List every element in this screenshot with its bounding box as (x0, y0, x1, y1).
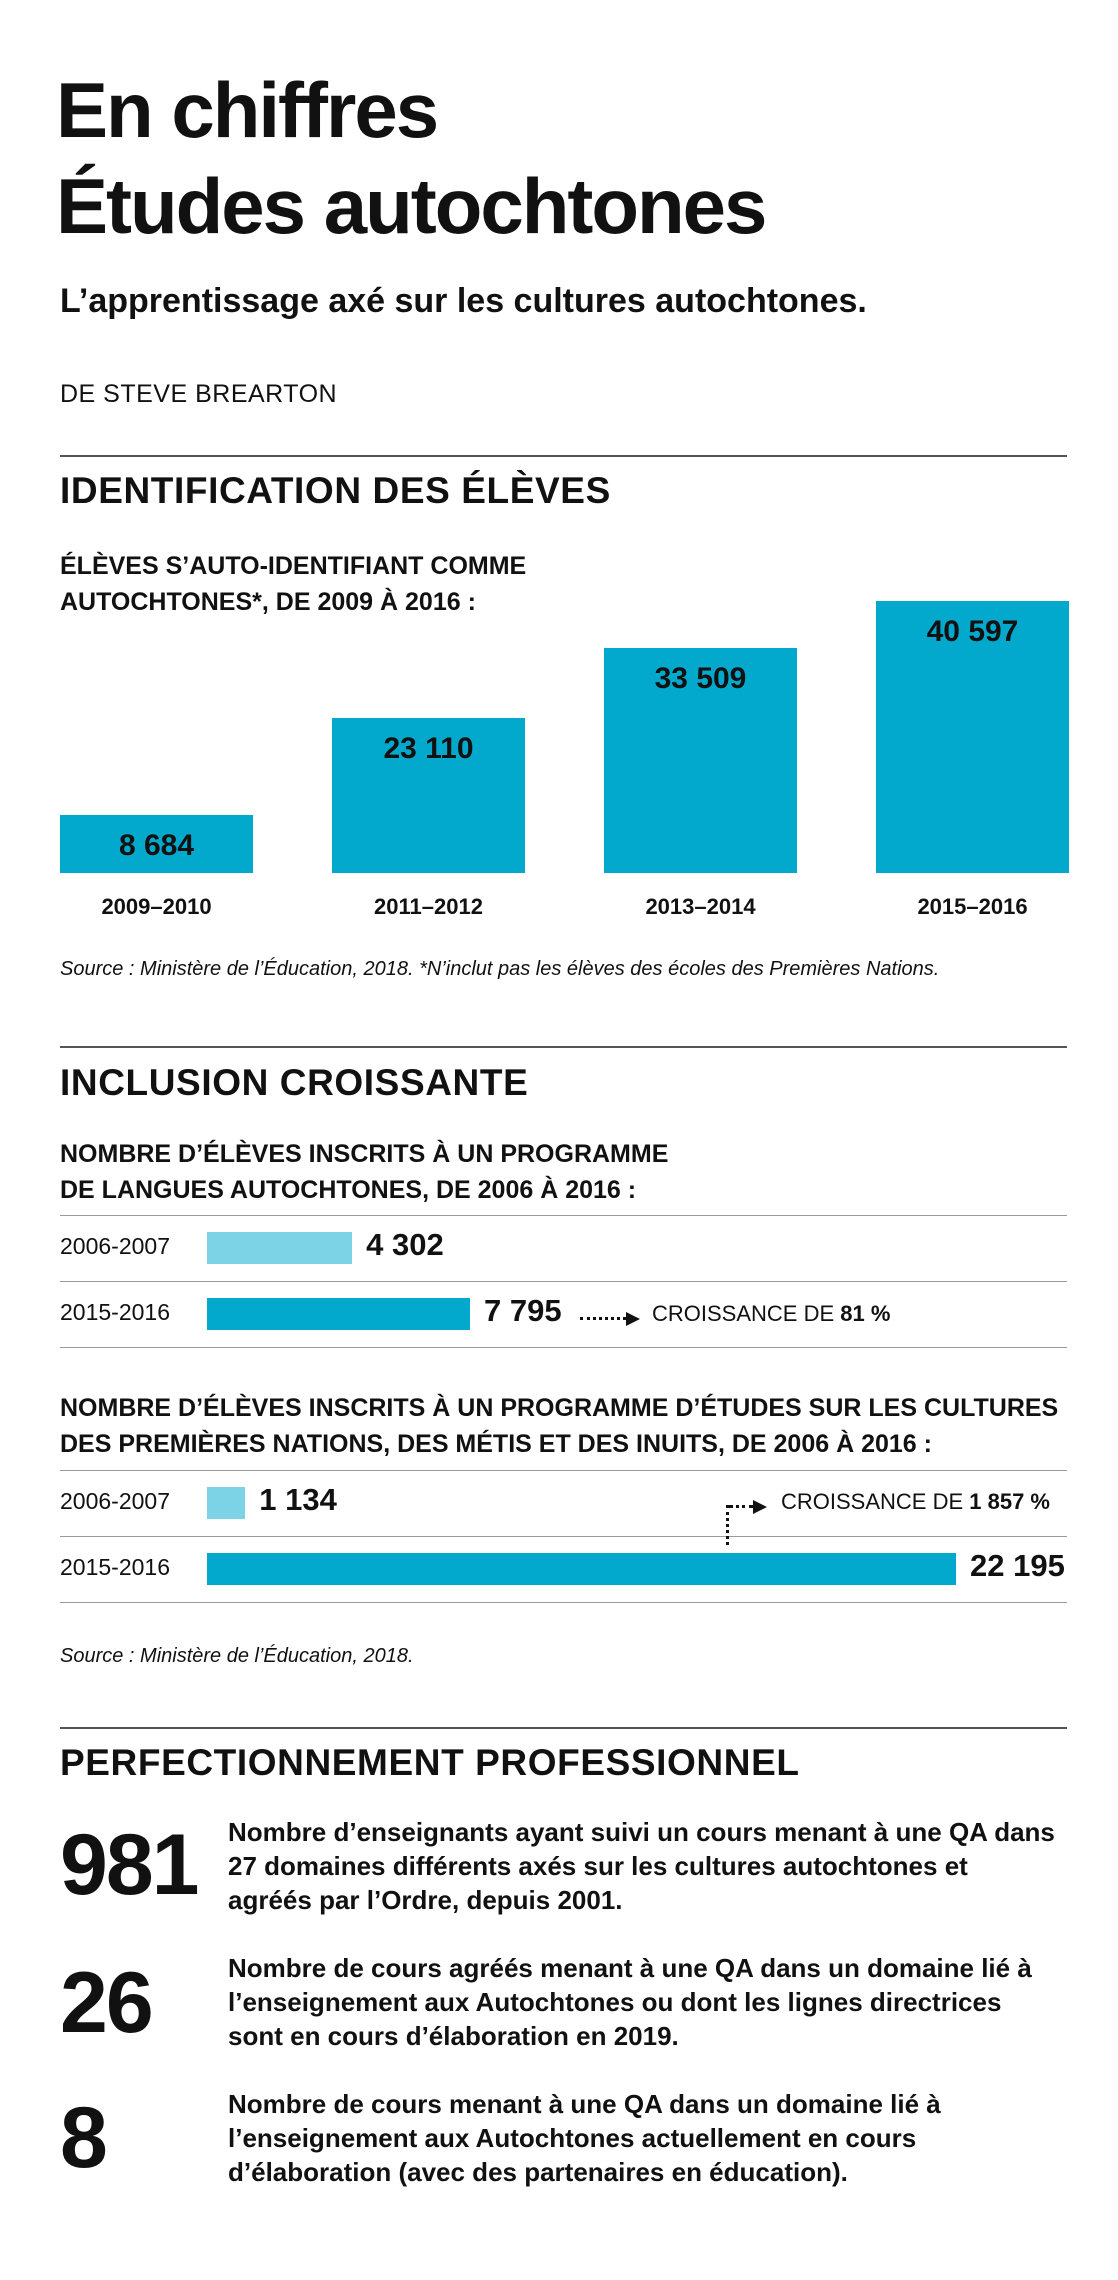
chart3-caption-line-1: NOMBRE D’ÉLÈVES INSCRITS À UN PROGRAMME … (60, 1394, 1059, 1422)
row-label: 2015-2016 (60, 1299, 170, 1325)
title-line-2: Études autochtones (56, 162, 767, 250)
source-note-1: Source : Ministère de l’Éducation, 2018.… (60, 958, 940, 980)
section-heading-inclusion: INCLUSION CROISSANTE (60, 1062, 529, 1103)
bar (60, 814, 253, 873)
row-divider (60, 1602, 1067, 1603)
growth-label-languages: CROISSANCE DE 81 % (652, 1301, 890, 1327)
growth-connector (729, 1505, 753, 1508)
stat-description: Nombre de cours agréés menant à une QA d… (228, 1953, 1032, 2051)
page-title: En chiffres Études autochtones (56, 62, 1056, 254)
category-label: 2011–2012 (374, 894, 483, 919)
stat-number: 8 (60, 2090, 108, 2186)
arrow-icon (626, 1312, 640, 1326)
row-divider (60, 1347, 1067, 1348)
section-heading-professional: PERFECTIONNEMENT PROFESSIONNEL (60, 1742, 800, 1783)
growth-connector (580, 1317, 626, 1320)
row-label: 2006-2007 (60, 1233, 170, 1259)
category-label: 2015–2016 (917, 894, 1028, 919)
chart2-caption: NOMBRE D’ÉLÈVES INSCRITS À UN PROGRAMME … (60, 1136, 1070, 1208)
bar-value-label: 4 302 (366, 1227, 444, 1262)
row-label: 2015-2016 (60, 1554, 170, 1580)
growth-connector-vertical (726, 1505, 729, 1545)
bar-value-label: 1 134 (259, 1482, 337, 1517)
stat-number: 981 (60, 1817, 199, 1913)
growth-label-cultures: CROISSANCE DE 1 857 % (781, 1489, 1050, 1515)
chart2-caption-line-2: DE LANGUES AUTOCHTONES, DE 2006 À 2016 : (60, 1176, 637, 1204)
chart1-caption-line-1: ÉLÈVES S’AUTO-IDENTIFIANT COMME (60, 552, 527, 580)
bar (876, 601, 1069, 873)
byline: DE STEVE BREARTON (60, 380, 338, 408)
bar-value-label: 7 795 (484, 1293, 562, 1328)
growth-prefix: CROISSANCE DE (781, 1489, 970, 1514)
stat-number: 26 (60, 1955, 154, 2051)
bar (207, 1487, 246, 1519)
chart3-caption: NOMBRE D’ÉLÈVES INSCRITS À UN PROGRAMME … (60, 1390, 1070, 1462)
row-divider (60, 1281, 1067, 1282)
arrow-icon (753, 1500, 767, 1514)
stat-description: Nombre de cours menant à une QA dans un … (228, 2089, 941, 2187)
title-line-1: En chiffres (56, 66, 439, 154)
row-label: 2006-2007 (60, 1488, 170, 1514)
category-label: 2009–2010 (101, 894, 212, 919)
row-divider (60, 1470, 1067, 1471)
bar (207, 1232, 353, 1264)
section-divider (60, 455, 1067, 457)
category-label: 2013–2014 (645, 894, 756, 919)
growth-value: 1 857 % (969, 1489, 1050, 1514)
bar (207, 1298, 470, 1330)
subtitle: L’apprentissage axé sur les cultures aut… (60, 282, 867, 320)
chart1-caption-line-2: AUTOCHTONES*, DE 2009 À 2016 : (60, 588, 476, 616)
bar (332, 718, 525, 873)
row-divider (60, 1215, 1067, 1216)
chart3-caption-line-2: DES PREMIÈRES NATIONS, DES MÉTIS ET DES … (60, 1430, 932, 1458)
row-divider (60, 1536, 1067, 1537)
section-heading-identification: IDENTIFICATION DES ÉLÈVES (60, 470, 611, 511)
bar (207, 1553, 956, 1585)
section-divider (60, 1046, 1067, 1048)
stat-description: Nombre d’enseignants ayant suivi un cour… (228, 1817, 1055, 1915)
bar-value-label: 33 509 (654, 662, 747, 696)
growth-value: 81 % (840, 1301, 891, 1326)
bar-value-label: 40 597 (926, 615, 1019, 648)
bar (604, 648, 797, 873)
bar-value-label: 22 195 (970, 1548, 1065, 1583)
bar-value-label: 23 110 (383, 732, 474, 766)
chart1-caption: ÉLÈVES S’AUTO-IDENTIFIANT COMME AUTOCHTO… (60, 548, 1070, 620)
bar-value-label: 8 684 (118, 828, 195, 862)
source-note-2: Source : Ministère de l’Éducation, 2018. (60, 1645, 414, 1667)
chart2-caption-line-1: NOMBRE D’ÉLÈVES INSCRITS À UN PROGRAMME (60, 1140, 669, 1168)
growth-prefix: CROISSANCE DE (652, 1301, 841, 1326)
section-divider (60, 1727, 1067, 1729)
